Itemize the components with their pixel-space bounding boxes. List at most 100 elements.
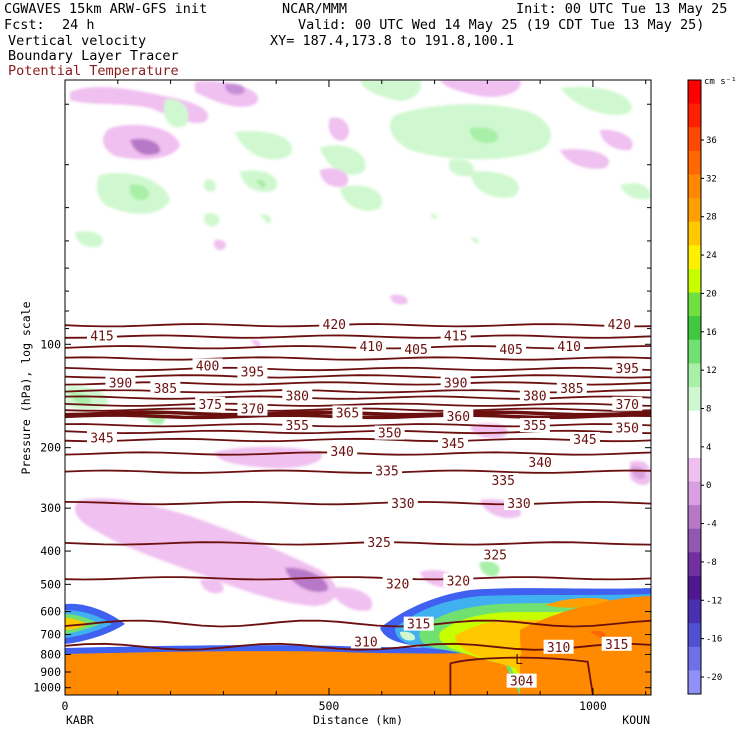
theta-contour-335 xyxy=(65,469,651,474)
theta-contour-340 xyxy=(65,451,651,456)
theta-contour-355 xyxy=(65,423,651,428)
theta-label-bg xyxy=(86,328,117,343)
colorbar-swatch xyxy=(688,410,701,435)
theta-label: 345 xyxy=(90,431,113,446)
shading-layer xyxy=(65,80,651,695)
theta-contour-320 xyxy=(65,576,651,581)
theta-label-bg xyxy=(438,435,469,450)
theta-label-bg xyxy=(282,418,313,433)
theta-label: 335 xyxy=(491,474,514,489)
colorbar-label: 32 xyxy=(706,174,717,184)
colorbar-swatch xyxy=(688,268,701,294)
y-tick-label: 900 xyxy=(40,665,61,679)
theta-label: 410 xyxy=(359,340,382,355)
theta-label: 315 xyxy=(605,638,628,653)
theta-label: 345 xyxy=(573,433,596,448)
theta-label: 405 xyxy=(499,343,522,358)
theta-label: 310 xyxy=(354,635,377,650)
colorbar-swatch xyxy=(688,363,701,388)
theta-label-bg xyxy=(480,547,511,562)
theta-label: 380 xyxy=(523,390,546,405)
colorbar-swatch xyxy=(688,80,701,105)
colorbar-swatch xyxy=(688,221,701,246)
colorbar-swatch xyxy=(688,623,701,648)
colorbar-label: 4 xyxy=(706,443,711,453)
colorbar-swatch xyxy=(688,481,701,506)
theta-label-bg xyxy=(496,342,527,357)
theta-label-bg xyxy=(192,358,223,373)
theta-label: 315 xyxy=(407,618,430,633)
theta-label: 360 xyxy=(447,410,470,425)
colorbar-swatch xyxy=(688,434,701,459)
colorbar-label: -8 xyxy=(706,558,717,568)
theta-label-bg xyxy=(332,405,363,420)
theta-label-bg xyxy=(319,317,350,332)
theta-label: 340 xyxy=(528,456,551,471)
theta-label-bg xyxy=(612,420,643,435)
colorbar-label: 28 xyxy=(706,213,717,223)
theta-label: 405 xyxy=(404,343,427,358)
field-vertical-velocity: Vertical velocity xyxy=(8,33,147,49)
colorbar-swatch xyxy=(688,670,701,695)
theta-label-bg xyxy=(364,535,395,550)
theta-label-bg xyxy=(601,636,632,651)
fcst-value: 24 h xyxy=(62,17,95,33)
theta-label-bg xyxy=(488,472,519,487)
right-endpoint-label: KOUN xyxy=(622,713,650,727)
theta-label-bg xyxy=(237,364,268,379)
colorbar-frame xyxy=(687,79,702,695)
theta-label: 390 xyxy=(444,376,467,391)
center-label: NCAR/MMM xyxy=(282,1,348,17)
theta-label: 395 xyxy=(241,366,264,381)
theta-label: 355 xyxy=(286,419,309,434)
theta-label: 365 xyxy=(336,406,359,421)
theta-label: 420 xyxy=(323,318,346,333)
theta-contour-304 xyxy=(449,656,594,695)
model-title: CGWAVES 15km ARW-GFS init xyxy=(4,1,208,17)
theta-label: 320 xyxy=(447,574,470,589)
theta-label-bg xyxy=(105,375,136,390)
y-tick-label: 100 xyxy=(40,337,61,351)
init-time: Init: 00 UTC Tue 13 May 25 xyxy=(516,1,728,17)
y-axis-title: Pressure (hPa), log scale xyxy=(19,301,33,474)
colorbar-swatch xyxy=(688,552,701,577)
y-tick-label: 500 xyxy=(40,577,61,591)
colorbar-label: 0 xyxy=(706,481,711,491)
colorbar-label: -4 xyxy=(706,520,717,530)
theta-contour-345 xyxy=(65,437,651,443)
theta-contour-415 xyxy=(65,334,651,339)
theta-label: 325 xyxy=(367,536,390,551)
theta-label: 350 xyxy=(378,427,401,442)
theta-label: 310 xyxy=(547,641,570,656)
theta-label: 410 xyxy=(557,340,580,355)
theta-label-bg xyxy=(387,496,418,511)
theta-label-bg xyxy=(525,455,556,470)
theta-contour-350 xyxy=(65,429,651,435)
theta-label: 380 xyxy=(286,390,309,405)
colorbar-label: -12 xyxy=(706,596,722,606)
theta-label-bg xyxy=(612,396,643,411)
theta-label-bg xyxy=(403,616,434,631)
colorbar-swatch xyxy=(688,505,701,530)
theta-label: 355 xyxy=(523,419,546,434)
theta-label-bg xyxy=(350,634,381,649)
theta-label-bg xyxy=(604,317,635,332)
theta-label-bg xyxy=(519,418,550,433)
theta-label-bg xyxy=(519,388,550,403)
colorbar-swatch xyxy=(688,127,701,152)
theta-label: 330 xyxy=(391,497,414,512)
theta-label-bg xyxy=(443,573,474,588)
colorbar-swatch xyxy=(688,339,701,364)
colorbar-label: -16 xyxy=(706,635,722,645)
colorbar-label: -20 xyxy=(706,673,722,683)
x-tick-label: 0 xyxy=(62,699,69,713)
colorbar-label: 24 xyxy=(706,251,717,261)
theta-contour-395 xyxy=(65,374,651,379)
y-tick-label: 600 xyxy=(40,605,61,619)
theta-label: 335 xyxy=(375,465,398,480)
field-boundary-layer-tracer: Boundary Layer Tracer xyxy=(8,48,179,64)
theta-label-bg xyxy=(556,381,587,396)
theta-label-bg xyxy=(443,409,474,424)
